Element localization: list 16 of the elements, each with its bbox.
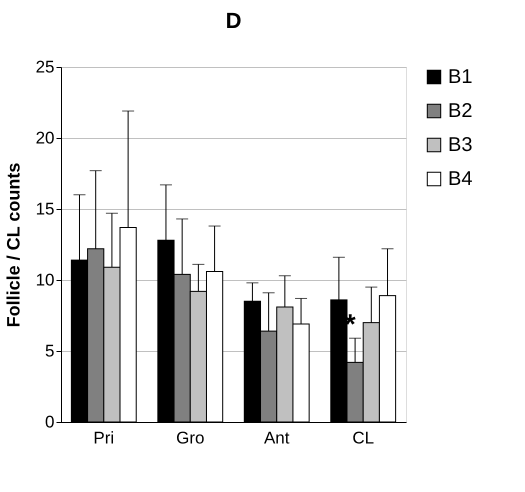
y-tick-label: 20 xyxy=(36,128,54,148)
x-tick-label: Ant xyxy=(264,428,290,448)
x-tick-label: Pri xyxy=(93,428,114,448)
legend-label: B4 xyxy=(448,168,472,190)
legend-label: B2 xyxy=(448,100,472,122)
y-tick-label: 5 xyxy=(45,342,54,360)
y-tick-label: 25 xyxy=(36,58,54,76)
y-axis-title: Follicle / CL counts xyxy=(4,162,24,328)
y-tick-label: 15 xyxy=(36,200,54,218)
x-tick-label: CL xyxy=(352,428,374,448)
y-tick-label: 0 xyxy=(45,412,54,432)
legend-label: B3 xyxy=(448,134,472,156)
chart-title: D xyxy=(226,8,242,33)
legend-label: B1 xyxy=(448,66,472,88)
y-tick-label: 10 xyxy=(36,270,54,290)
x-tick-label: Gro xyxy=(176,428,204,448)
